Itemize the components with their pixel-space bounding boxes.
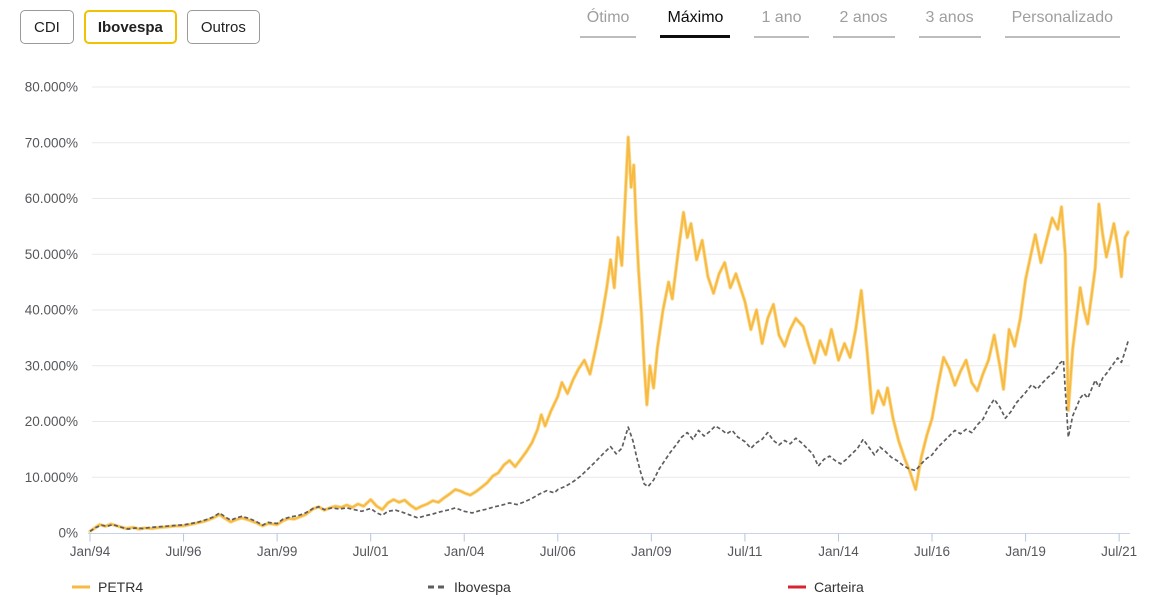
chart-legend: PETR4 Ibovespa Carteira <box>0 579 1151 599</box>
svg-text:Jan/04: Jan/04 <box>444 544 485 559</box>
svg-text:Jul/16: Jul/16 <box>914 544 950 559</box>
benchmark-button-outros[interactable]: Outros <box>186 10 260 44</box>
benchmark-button-ibovespa[interactable]: Ibovespa <box>83 10 177 44</box>
svg-text:Jan/19: Jan/19 <box>1005 544 1046 559</box>
legend-item-petr4[interactable]: PETR4 <box>72 579 143 595</box>
svg-text:Jul/06: Jul/06 <box>540 544 576 559</box>
returns-line-chart[interactable]: 0% 10.000% 20.000% 30.000% 40.000% 50.000% 60.… <box>0 0 1151 575</box>
svg-text:Jul/11: Jul/11 <box>727 544 762 559</box>
svg-text:Jul/21: Jul/21 <box>1101 544 1137 559</box>
ibovespa-dashed-swatch <box>428 585 446 589</box>
tab-otimo[interactable]: Ótimo <box>579 9 637 38</box>
legend-item-ibovespa[interactable]: Ibovespa <box>428 579 511 595</box>
legend-item-carteira[interactable]: Carteira <box>788 579 864 595</box>
tab-1-ano[interactable]: 1 ano <box>754 9 809 38</box>
svg-text:40.000%: 40.000% <box>25 303 78 318</box>
period-tabs: Ótimo Máximo 1 ano 2 anos 3 anos Persona… <box>556 9 1120 38</box>
svg-text:50.000%: 50.000% <box>25 247 78 262</box>
tab-maximo[interactable]: Máximo <box>660 9 731 38</box>
legend-label-ibovespa: Ibovespa <box>454 579 511 595</box>
svg-text:20.000%: 20.000% <box>25 414 78 429</box>
svg-text:80.000%: 80.000% <box>25 80 78 95</box>
svg-text:Jan/14: Jan/14 <box>818 544 859 559</box>
tab-personalizado[interactable]: Personalizado <box>1004 9 1120 38</box>
svg-text:10.000%: 10.000% <box>25 470 78 485</box>
tab-2-anos[interactable]: 2 anos <box>832 9 895 38</box>
svg-text:Jan/94: Jan/94 <box>70 544 111 559</box>
tab-3-anos[interactable]: 3 anos <box>918 9 981 38</box>
petr4-line-swatch <box>72 585 90 589</box>
svg-text:Jul/96: Jul/96 <box>166 544 202 559</box>
legend-label-carteira: Carteira <box>814 579 864 595</box>
svg-text:Jul/01: Jul/01 <box>353 544 389 559</box>
legend-label-petr4: PETR4 <box>98 579 144 595</box>
svg-text:Jan/09: Jan/09 <box>631 544 672 559</box>
svg-text:30.000%: 30.000% <box>25 358 78 373</box>
svg-text:70.000%: 70.000% <box>25 135 78 150</box>
svg-text:60.000%: 60.000% <box>25 191 78 206</box>
carteira-line-swatch <box>788 585 806 589</box>
svg-text:0%: 0% <box>58 526 78 541</box>
benchmark-filter-row: CDI Ibovespa Outros <box>20 10 260 44</box>
svg-text:Jan/99: Jan/99 <box>257 544 298 559</box>
benchmark-button-cdi[interactable]: CDI <box>20 10 74 44</box>
